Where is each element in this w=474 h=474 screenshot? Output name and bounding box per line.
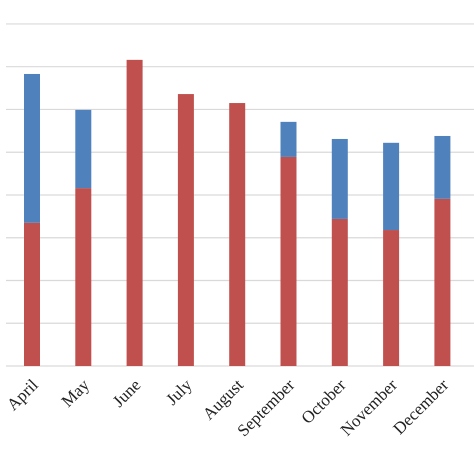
bar-segment <box>434 135 451 199</box>
bar-segment <box>75 188 92 366</box>
x-tick-label: December <box>389 375 452 438</box>
bar-segment <box>24 222 40 366</box>
x-tick-label: June <box>109 375 144 410</box>
x-tick-label: August <box>199 375 247 423</box>
x-tick-label: July <box>162 375 196 409</box>
bar-segment <box>383 142 400 231</box>
bar-segment <box>280 156 297 366</box>
bar-segment <box>24 73 40 223</box>
bar-segment <box>434 198 451 366</box>
x-tick-label: September <box>233 375 298 440</box>
bar-segment <box>280 121 297 157</box>
bar-segment <box>126 59 143 367</box>
bar-segment <box>75 109 92 189</box>
bar-segment <box>331 218 348 366</box>
x-tick-label: May <box>58 375 94 411</box>
bar-segment <box>331 138 348 219</box>
x-tick-label: November <box>337 375 401 439</box>
bar-segment <box>229 103 246 366</box>
bar-segment <box>177 94 194 366</box>
bar-segment <box>383 230 400 366</box>
x-tick-label: April <box>3 375 42 414</box>
